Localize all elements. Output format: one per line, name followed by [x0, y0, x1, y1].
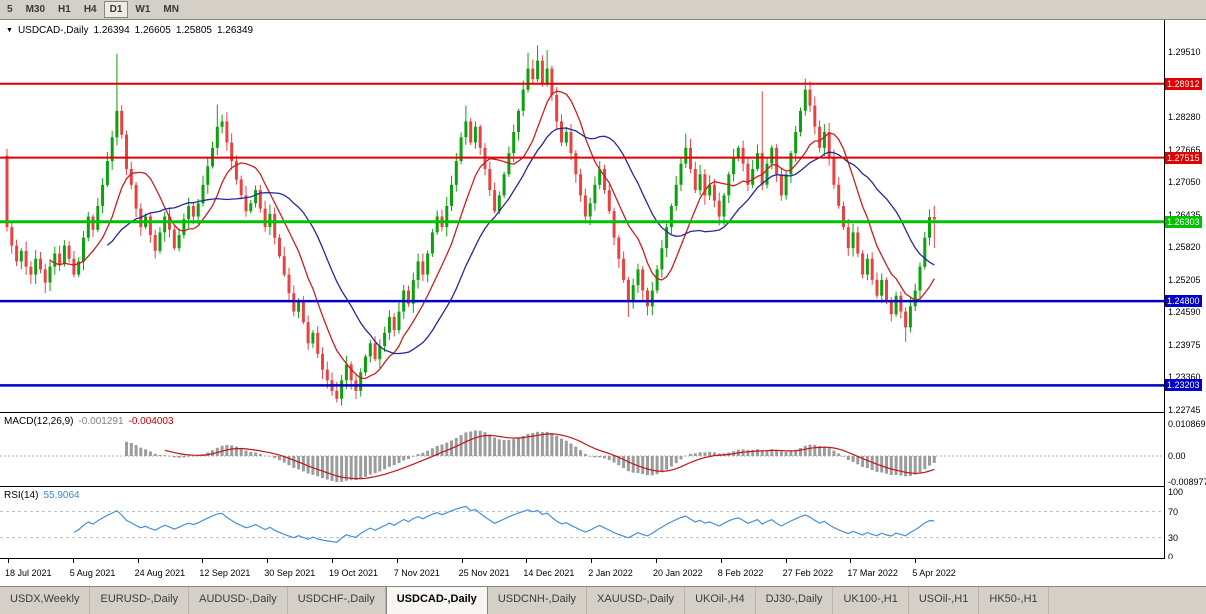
- time-tick-mark: [461, 559, 463, 563]
- rsi-axis-label: 100: [1168, 487, 1184, 497]
- tab-usdcad-daily[interactable]: USDCAD-,Daily: [385, 587, 488, 614]
- tab-usdx-weekly[interactable]: USDX,Weekly: [0, 587, 91, 614]
- rsi-value: 55.9064: [43, 490, 80, 501]
- price-tick-label: 1.22745: [1168, 404, 1201, 415]
- macd-panel[interactable]: [0, 413, 1164, 486]
- tab-audusd-daily[interactable]: AUDUSD-,Daily: [189, 587, 288, 614]
- price-axis: 1.295101.288951.282801.276651.270501.264…: [1164, 20, 1206, 562]
- date-label: 30 Sep 2021: [264, 568, 316, 578]
- date-label: 25 Nov 2021: [458, 568, 510, 578]
- price-tick-label: 1.23975: [1168, 339, 1201, 350]
- ohlc-open: 1.26394: [93, 25, 130, 36]
- tab-ukoil-h4[interactable]: UKOil-,H4: [685, 587, 756, 614]
- chart-symbol-label: USDCAD-,Daily: [17, 25, 89, 36]
- symbol-tab-bar: USDX,Weekly EURUSD-,Daily AUDUSD-,Daily USD…: [0, 586, 1206, 614]
- date-label: 20 Jan 2022: [653, 568, 703, 578]
- panel-separator: [0, 558, 1206, 559]
- time-tick-mark: [396, 559, 398, 563]
- price-tick-label: 1.27665: [1168, 144, 1201, 155]
- tab-eurusd-daily[interactable]: EURUSD-,Daily: [90, 587, 190, 614]
- time-tick-mark: [202, 559, 204, 563]
- date-label: 14 Dec 2021: [523, 568, 575, 578]
- tab-usdchf-daily[interactable]: USDCHF-,Daily: [288, 587, 386, 614]
- date-label: 2 Jan 2022: [588, 568, 633, 578]
- date-label: 5 Aug 2021: [69, 568, 116, 578]
- price-tick-label: 1.23360: [1168, 372, 1201, 383]
- price-tick-label: 1.27050: [1168, 177, 1201, 188]
- tab-uk100-h1[interactable]: UK100-,H1: [833, 587, 909, 614]
- price-tick-label: 1.25205: [1168, 274, 1201, 285]
- time-tick-mark: [850, 559, 852, 563]
- time-tick-mark: [785, 559, 787, 563]
- date-label: 5 Apr 2022: [912, 568, 956, 578]
- timeframe-button-5[interactable]: 5: [7, 4, 13, 15]
- timeframe-button-h4[interactable]: H4: [83, 4, 97, 15]
- time-tick-mark: [526, 559, 528, 563]
- timeframe-button-w1[interactable]: W1: [135, 4, 151, 15]
- panel-separator: [0, 412, 1206, 413]
- price-tick-label: 1.29510: [1168, 47, 1201, 58]
- price-tick-label: 1.28280: [1168, 112, 1201, 123]
- tab-xauusd-daily[interactable]: XAUUSD-,Daily: [587, 587, 686, 614]
- time-tick-mark: [267, 559, 269, 563]
- ohlc-high: 1.26605: [134, 25, 171, 36]
- macd-signal-value: -0.004003: [128, 416, 174, 427]
- timeframe-button-h1[interactable]: H1: [58, 4, 71, 15]
- price-tick-label: 1.24590: [1168, 307, 1201, 318]
- date-label: 8 Feb 2022: [717, 568, 764, 578]
- rsi-label: RSI(14): [4, 490, 39, 501]
- timeframe-button-mn[interactable]: MN: [163, 4, 179, 15]
- macd-main-value: -0.001291: [78, 416, 124, 427]
- tab-usdcnh-daily[interactable]: USDCNH-,Daily: [488, 587, 588, 614]
- price-tick-label: 1.25820: [1168, 242, 1201, 253]
- time-tick-mark: [656, 559, 657, 563]
- ohlc-close: 1.26349: [216, 25, 254, 36]
- timeframe-button-d1[interactable]: D1: [103, 1, 129, 18]
- date-label: 19 Oct 2021: [329, 568, 379, 578]
- tab-usoil-h1[interactable]: USOil-,H1: [909, 587, 980, 614]
- date-label: 24 Aug 2021: [134, 568, 186, 578]
- rsi-panel[interactable]: [0, 487, 1164, 558]
- price-badge: 1.28912: [1165, 77, 1202, 90]
- rsi-indicator-title: RSI(14) 55.9064: [4, 490, 80, 501]
- panel-separator: [0, 486, 1206, 487]
- price-badge: 1.27515: [1165, 151, 1202, 164]
- time-tick-mark: [332, 559, 333, 563]
- price-tick-label: 1.26435: [1168, 209, 1201, 220]
- time-tick-mark: [8, 559, 9, 563]
- date-label: 27 Feb 2022: [782, 568, 834, 578]
- ohlc-low: 1.25805: [175, 25, 212, 36]
- time-axis: 18 Jul 2021 5 Aug 2021 24 Aug 2021 12 Sep 2…: [0, 559, 1206, 586]
- macd-indicator-title: MACD(12,26,9) -0.001291 -0.004003: [4, 416, 174, 427]
- rsi-axis-label: 30: [1168, 532, 1179, 543]
- date-label: 18 Jul 2021: [5, 568, 52, 578]
- macd-label: MACD(12,26,9): [4, 416, 74, 427]
- macd-axis-label: 0.010869: [1168, 419, 1206, 429]
- tab-hk50-h1[interactable]: HK50-,H1: [979, 587, 1049, 614]
- time-tick-mark: [915, 559, 917, 563]
- price-badge: 1.23203: [1165, 379, 1202, 392]
- timeframe-toolbar: 5 M30 H1 H4 D1 W1 MN: [0, 0, 1206, 20]
- time-tick-mark: [591, 559, 593, 563]
- tab-dj30-daily[interactable]: DJ30-,Daily: [756, 587, 834, 614]
- timeframe-button-m30[interactable]: M30: [25, 4, 46, 15]
- macd-axis-label: -0.008977: [1168, 477, 1206, 488]
- rsi-axis-label: 0: [1168, 552, 1174, 562]
- chart-title: ▼ USDCAD-,Daily 1.26394 1.26605 1.25805 …: [6, 25, 253, 36]
- collapse-triangle-icon[interactable]: ▼: [6, 26, 13, 34]
- rsi-axis-label: 70: [1168, 506, 1179, 517]
- price-badge: 1.26303: [1165, 215, 1202, 228]
- date-label: 12 Sep 2021: [199, 568, 251, 578]
- main-chart[interactable]: [0, 20, 1164, 412]
- time-tick-mark: [720, 559, 722, 563]
- time-tick-mark: [137, 559, 139, 563]
- date-label: 7 Nov 2021: [393, 568, 440, 578]
- price-badge: 1.24800: [1165, 295, 1202, 308]
- date-label: 17 Mar 2022: [847, 568, 898, 578]
- time-tick-mark: [72, 559, 74, 563]
- macd-axis-label: 0.00: [1168, 451, 1186, 461]
